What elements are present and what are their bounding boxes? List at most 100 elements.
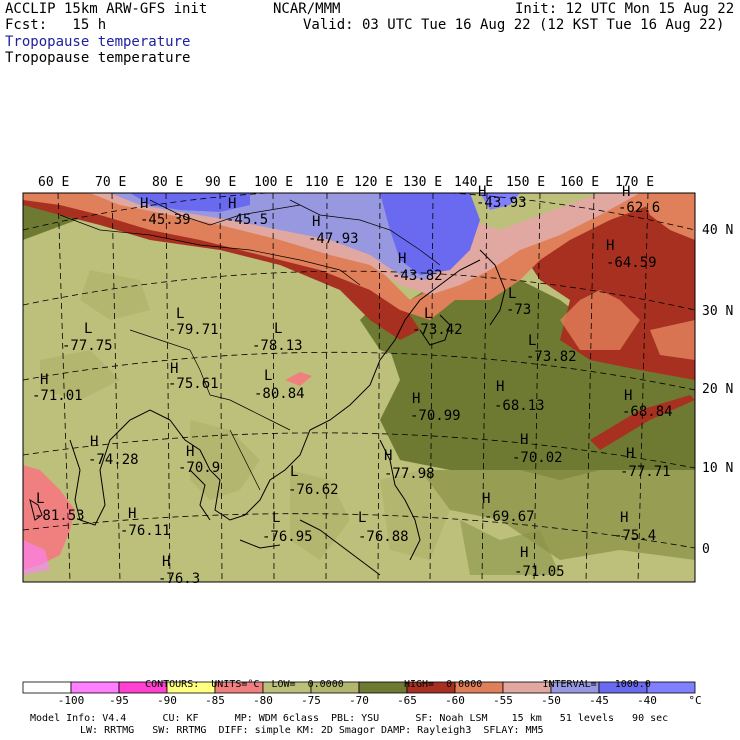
legend-label: -80: [253, 694, 273, 707]
svg-text:-81.53: -81.53: [34, 508, 85, 524]
svg-text:-70.02: -70.02: [512, 450, 563, 466]
svg-text:L: L: [290, 464, 298, 480]
legend-label: -40: [637, 694, 657, 707]
svg-text:-79.71: -79.71: [168, 322, 219, 338]
lat-label: 40 N: [702, 223, 733, 238]
extremum-marker: H-43.93: [476, 184, 527, 211]
svg-text:-43.93: -43.93: [476, 195, 527, 211]
extremum-marker: H-76.3: [158, 554, 200, 587]
svg-text:L: L: [424, 306, 432, 322]
legend-label: -70: [349, 694, 369, 707]
svg-text:H: H: [520, 432, 528, 448]
svg-text:H: H: [478, 184, 486, 200]
svg-text:L: L: [84, 321, 92, 337]
svg-text:-71.01: -71.01: [32, 388, 83, 404]
svg-text:-73: -73: [506, 302, 531, 318]
model-title: ACCLIP 15km ARW-GFS init: [5, 1, 208, 17]
lon-label: 150 E: [506, 175, 545, 190]
forecast-hour: Fcst: 15 h: [5, 17, 107, 33]
extremum-marker: H -74.28: [88, 434, 139, 468]
lon-label: 160 E: [560, 175, 599, 190]
lon-label: 170 E: [615, 175, 654, 190]
extremum-marker: L-73.82: [526, 333, 577, 365]
lon-label: 60 E: [38, 175, 69, 190]
svg-text:H: H: [620, 510, 628, 526]
svg-text:L: L: [528, 333, 536, 349]
svg-text:-75.61: -75.61: [168, 376, 219, 392]
svg-text:H: H: [624, 388, 632, 404]
legend-label: -75: [301, 694, 321, 707]
legend-label: -100: [58, 694, 85, 707]
lat-lon-grid: [23, 193, 695, 582]
legend-label: -90: [157, 694, 177, 707]
svg-text:-70.99: -70.99: [410, 408, 461, 424]
extremum-marker: H-62.6: [618, 184, 660, 216]
svg-text:H: H: [228, 196, 236, 212]
field-title-shaded: Tropopause temperature: [5, 34, 191, 50]
svg-text:-75.4: -75.4: [614, 528, 656, 544]
model-info-line1: Model Info: V4.4 CU: KF MP: WDM 6class P…: [30, 713, 669, 724]
extremum-marker: H-76.11: [120, 506, 171, 539]
legend-label: -45: [589, 694, 609, 707]
svg-text:-76.62: -76.62: [288, 482, 339, 498]
valid-time: Valid: 03 UTC Tue 16 Aug 22 (12 KST Tue …: [303, 17, 725, 33]
lon-label: 120 E: [354, 175, 393, 190]
contours-label: CONTOURS:: [145, 679, 200, 690]
svg-text:-70.9: -70.9: [178, 460, 220, 476]
extremum-marker: H -69.67: [482, 491, 535, 525]
svg-text:H: H: [412, 391, 420, 407]
svg-text:-76.95: -76.95: [262, 529, 313, 545]
svg-text:-74.28: -74.28: [88, 452, 139, 468]
svg-text:H: H: [162, 554, 170, 570]
extremum-marker: L-73: [506, 286, 531, 318]
extremum-marker: H-70.99: [410, 391, 461, 424]
tropopause-temperature-field: [23, 193, 695, 582]
svg-text:H: H: [606, 238, 614, 254]
model-info-line2: LW: RRTMG SW: RRTMG DIFF: simple KM: 2D …: [80, 725, 544, 736]
svg-text:-62.6: -62.6: [618, 200, 660, 216]
svg-text:-76.3: -76.3: [158, 571, 200, 587]
contour-info: CONTOURS: UNITS=°C LOW= 0.0000 HIGH= 0.0…: [133, 668, 651, 690]
extremum-marker: H -68.13: [494, 379, 545, 414]
extremum-marker: L -76.62: [288, 464, 339, 498]
legend-label: -60: [445, 694, 465, 707]
org-label: NCAR/MMM: [273, 1, 341, 17]
extremum-marker: L -76.88: [358, 510, 409, 545]
field-title-contour: Tropopause temperature: [5, 50, 191, 66]
svg-text:-73.82: -73.82: [526, 349, 577, 365]
extremum-marker: H -75.4: [614, 510, 656, 544]
svg-text:-76.88: -76.88: [358, 529, 409, 545]
lon-label: 110 E: [305, 175, 344, 190]
svg-text:-80.84: -80.84: [254, 386, 305, 402]
svg-text:H: H: [186, 444, 194, 460]
svg-text:H: H: [170, 361, 178, 377]
svg-text:-71.05: -71.05: [514, 564, 565, 580]
lon-label: 90 E: [205, 175, 236, 190]
svg-text:H: H: [496, 379, 504, 395]
extremum-marker: H-68.84: [622, 388, 673, 420]
lat-label: 20 N: [702, 382, 733, 397]
interval-label: INTERVAL= 1000.0: [542, 679, 651, 690]
extremum-marker: H -71.05: [514, 545, 565, 580]
svg-text:H: H: [90, 434, 98, 450]
legend-unit: °C: [688, 694, 701, 707]
svg-text:H: H: [520, 545, 528, 561]
svg-text:L: L: [36, 491, 44, 507]
coastlines: [29, 249, 506, 576]
svg-text:-47.93: -47.93: [308, 231, 359, 247]
low-label: LOW= 0.0000: [271, 679, 344, 690]
extremum-marker: L-79.71: [168, 306, 219, 338]
extremum-marker: L -80.84: [254, 368, 305, 402]
legend-label: -50: [541, 694, 561, 707]
longitude-labels: 60 E 70 E 80 E 90 E 100 E 110 E 120 E 13…: [38, 175, 654, 190]
lon-label: 130 E: [403, 175, 442, 190]
svg-text:L: L: [264, 368, 272, 384]
color-legend: -100 -95 -90 -85 -80 -75 -70 -65 -60 -55 -50 -45 -40…: [22, 681, 702, 707]
extremum-marker: L-77.75: [62, 321, 113, 354]
init-time: Init: 12 UTC Mon 15 Aug 22: [515, 1, 735, 17]
svg-text:-68.84: -68.84: [622, 404, 673, 420]
svg-text:L: L: [358, 510, 366, 526]
svg-text:-78.13: -78.13: [252, 338, 303, 354]
svg-text:-77.98: -77.98: [384, 466, 435, 482]
extremum-marker: H-47.93: [308, 214, 359, 247]
